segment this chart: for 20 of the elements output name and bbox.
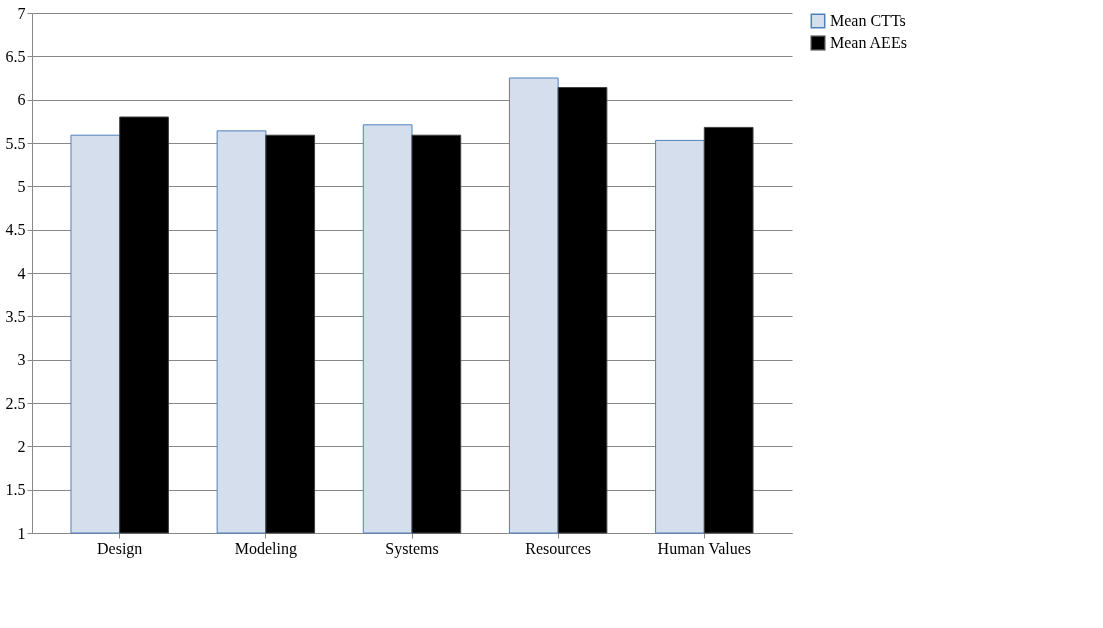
y-tick-label: 2.5 <box>5 394 26 412</box>
y-tick-label: 5 <box>17 177 26 195</box>
y-tick-label: 5.5 <box>5 134 26 152</box>
x-tick-label: Human Values <box>657 539 752 557</box>
y-tick-label: 3 <box>17 351 26 369</box>
y-tick-label: 4.5 <box>5 221 26 239</box>
y-tick-label: 2 <box>17 437 26 455</box>
legend-label: Mean CTTs <box>830 12 906 29</box>
x-tick-label: Design <box>97 539 143 558</box>
x-tick-label: Resources <box>525 539 592 557</box>
legend-label: Mean AEEs <box>830 34 907 51</box>
y-tick-label: 1.5 <box>5 481 26 499</box>
y-tick-label: 3.5 <box>5 307 26 325</box>
y-tick-label: 6.5 <box>5 47 26 65</box>
y-tick-label: 4 <box>17 264 26 282</box>
x-tick-label: Systems <box>385 539 439 558</box>
x-tick-label: Modeling <box>234 539 297 558</box>
y-tick-label: 6 <box>17 91 26 109</box>
y-tick-label: 7 <box>17 4 26 22</box>
y-tick-label: 1 <box>17 524 26 542</box>
